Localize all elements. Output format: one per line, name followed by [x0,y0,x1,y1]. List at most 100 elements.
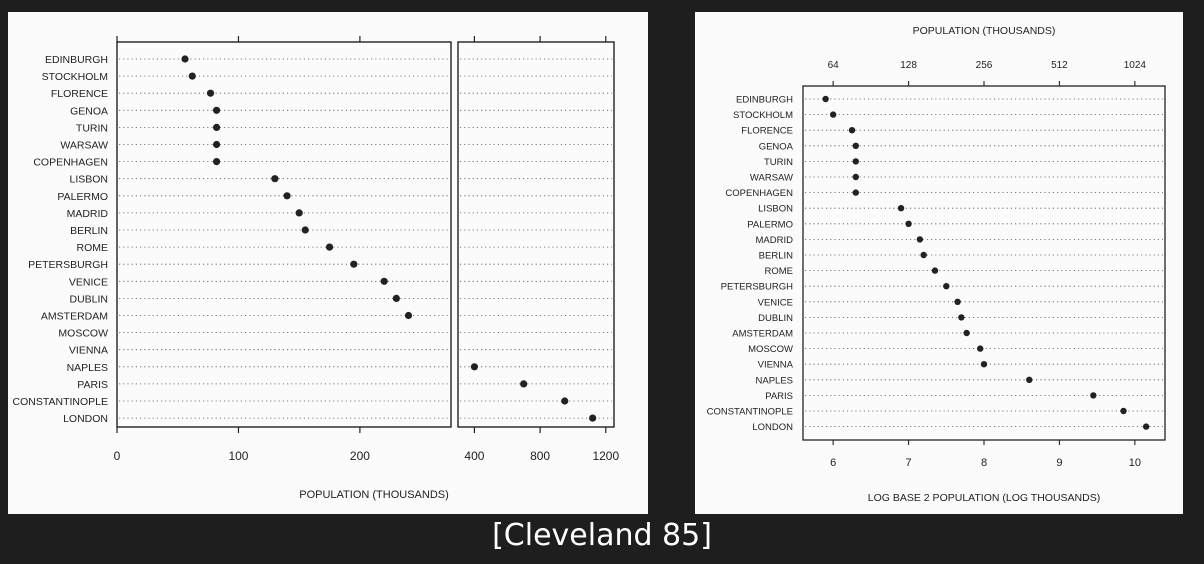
log-scale-dot-plot: EDINBURGH STOCKHOLM FLORENCE GENOA TURIN WARS… [707,25,1166,504]
data-point-amsterdam [404,311,413,320]
data-point-amsterdam [963,329,970,337]
category-label: BERLIN [759,251,793,262]
category-label: VENICE [758,297,793,308]
data-point-copenhagen [852,189,859,196]
data-point-lisbon [897,205,905,212]
category-label: LISBON [69,174,108,186]
data-point-turin [212,123,221,131]
left-chart-panel: 0 100 200 400 800 1200 EDINBURGH STOCKHOLM FLORE… [8,12,648,514]
data-point-warsaw [852,173,859,181]
data-point-berlin [301,226,309,234]
data-point-naples [1026,376,1033,383]
data-point-berlin [920,251,927,259]
category-label: EDINBURGH [45,54,108,66]
category-label: STOCKHOLM [733,110,793,121]
data-point-madrid [295,209,303,217]
data-point-palermo [283,192,291,200]
data-point-dublin [958,314,965,321]
category-label: VIENNA [758,360,794,371]
category-label: PALERMO [747,219,793,230]
x-axis-title: POPULATION (THOUSANDS) [299,489,449,501]
category-label: WARSAW [750,173,793,184]
category-label: ROME [77,242,109,254]
data-point-madrid [916,236,924,243]
plot-segment-1: 0 100 200 [114,36,452,463]
data-point-paris [1090,392,1097,399]
top-axis-title: POPULATION (THOUSANDS) [913,25,1056,37]
category-label: GENOA [759,141,794,152]
category-label: FLORENCE [51,88,108,100]
category-label: VIENNA [69,345,108,357]
top-tick-label: 512 [1051,60,1068,71]
category-label: MADRID [756,235,794,246]
data-point-london [1142,423,1150,430]
category-label: AMSTERDAM [41,311,108,323]
category-label: ROME [765,266,794,277]
plot-frame [457,41,615,428]
x-tick-label: 100 [228,449,248,463]
top-tick-label: 64 [828,60,840,71]
data-point-petersburgh [943,283,950,290]
category-label: CONSTANTINOPLE [707,407,793,418]
category-label: NAPLES [756,375,794,386]
data-point-naples [470,363,479,371]
data-point-edinburgh [181,55,189,63]
data-point-london [589,414,597,422]
category-label: VENICE [69,276,108,288]
data-point-rome [325,243,334,251]
category-label: WARSAW [60,140,108,152]
data-point-constantinople [561,397,569,405]
category-label: CONSTANTINOPLE [13,396,108,408]
data-point-constantinople [1120,407,1127,415]
data-point-dublin [392,294,400,302]
right-chart-panel: EDINBURGH STOCKHOLM FLORENCE GENOA TURIN WARS… [695,12,1183,514]
data-point-genoa [852,142,859,149]
data-point-paris [520,380,528,388]
category-label: PARIS [77,379,108,391]
plot-frame [116,41,452,428]
category-label: GENOA [70,105,108,117]
x-tick-label: 7 [906,457,912,469]
x-tick-label: 200 [350,449,370,463]
slide-caption: [Cleveland 85] [492,518,712,553]
category-label: DUBLIN [758,313,793,324]
category-label: MOSCOW [748,344,793,355]
data-point-florence [848,127,856,134]
top-tick-label: 128 [900,60,917,71]
category-label: AMSTERDAM [732,329,793,340]
data-point-stockholm [188,72,196,80]
data-point-petersburgh [350,260,358,268]
x-tick-label: 9 [1056,457,1062,469]
plot-frame [802,85,1166,441]
category-label: MADRID [67,208,109,220]
category-label: TURIN [764,157,793,168]
broken-scale-dot-plot: 0 100 200 400 800 1200 EDINBURGH STOCKHOLM FLORE… [13,36,619,501]
x-tick-label: 1200 [592,449,619,463]
category-label: PETERSBURGH [721,282,793,293]
x-tick-label: 8 [981,457,987,469]
category-label: BERLIN [70,225,108,237]
category-label: DUBLIN [69,293,108,305]
x-tick-label: 0 [114,449,121,463]
data-point-edinburgh [822,95,829,103]
top-tick-label: 1024 [1124,60,1147,71]
category-label: NAPLES [67,362,108,374]
data-point-copenhagen [212,158,221,166]
data-point-venice [954,298,961,305]
category-label: PETERSBURGH [28,259,108,271]
x-tick-label: 10 [1129,457,1141,469]
data-point-venice [380,277,388,285]
data-point-palermo [905,220,912,227]
x-tick-label: 6 [830,457,836,469]
category-label: MOSCOW [58,328,108,340]
category-label: COPENHAGEN [725,188,793,199]
data-point-genoa [212,106,221,114]
data-point-lisbon [271,175,279,183]
category-label: LONDON [63,413,108,425]
x-tick-label: 400 [464,449,484,463]
category-label: FLORENCE [741,126,793,137]
data-point-rome [931,267,939,274]
category-label: LONDON [752,422,793,433]
category-label: EDINBURGH [736,95,793,106]
category-label: COPENHAGEN [33,157,108,169]
